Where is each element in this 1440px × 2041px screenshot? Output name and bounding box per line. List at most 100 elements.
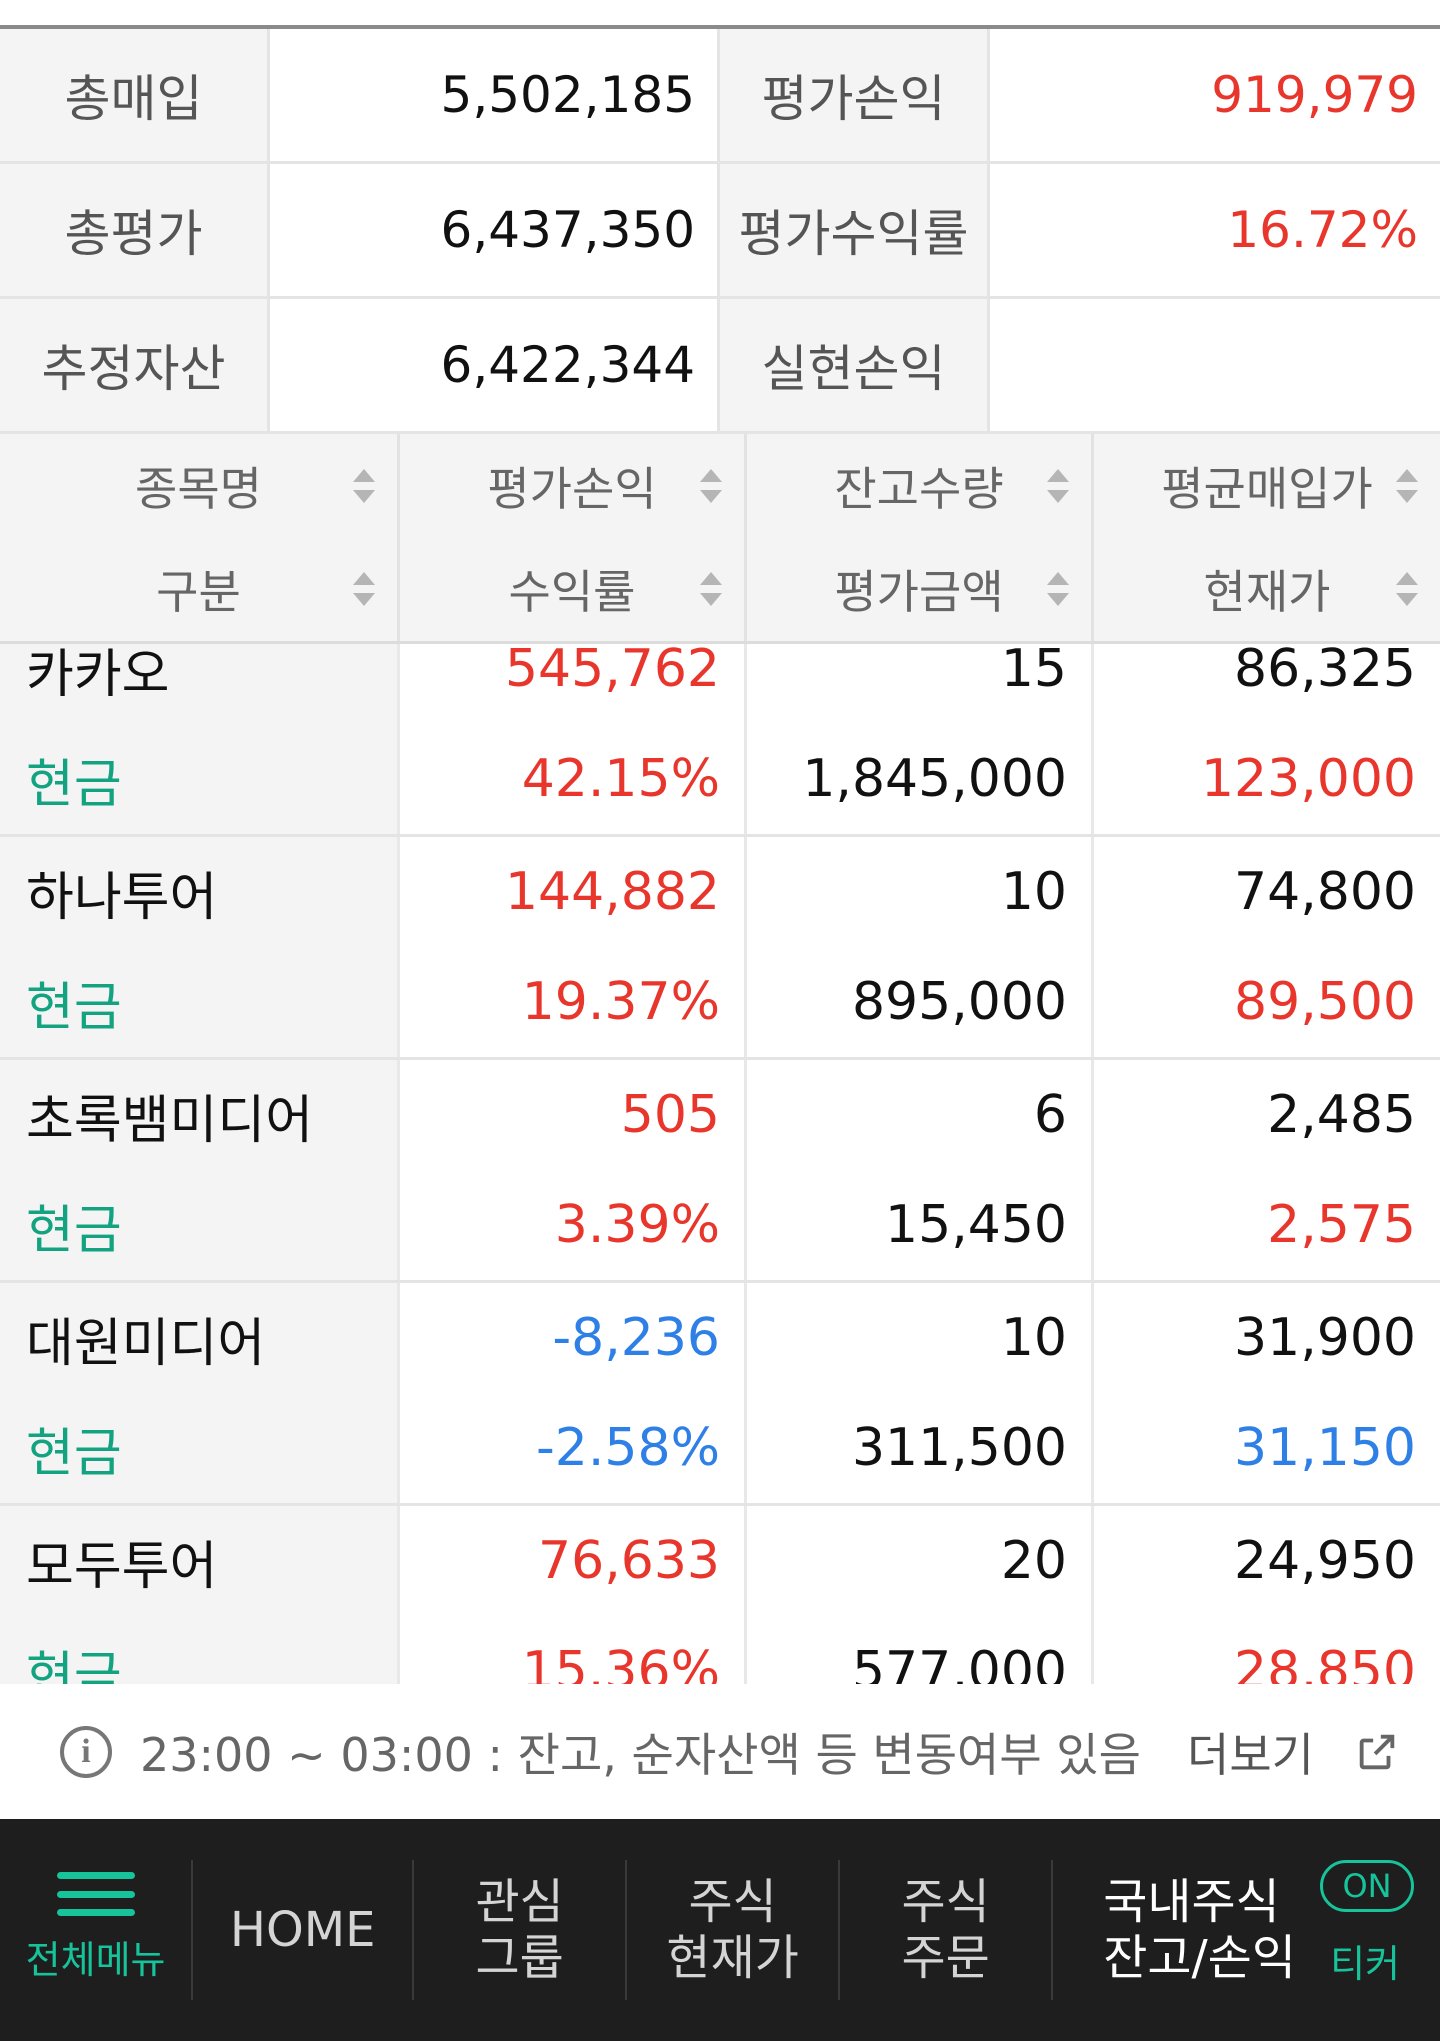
sort-header-stock-name[interactable]: 종목명 <box>0 434 397 538</box>
nav-watch-group[interactable]: 관심 그룹 <box>414 1860 628 2000</box>
ticker-label: 티커 <box>1330 1942 1401 1986</box>
stock-name: 모두투어 <box>26 1536 218 1597</box>
summary-row-purchase: 총매입 5,502,185 평가손익 919,979 <box>0 29 1440 164</box>
sort-icon <box>1396 468 1418 503</box>
account-type: 현금 <box>26 1200 122 1261</box>
nav-all-menu[interactable]: 전체메뉴 <box>0 1860 194 2000</box>
estimated-assets-value: 6,422,344 <box>270 299 720 431</box>
nav-label-line1: 국내주식 <box>1103 1874 1280 1930</box>
nav-home[interactable]: HOME <box>193 1860 415 2000</box>
account-summary: 총매입 5,502,185 평가손익 919,979 총평가 6,437,350… <box>0 29 1440 434</box>
avg-price: 31,900 <box>1234 1308 1416 1368</box>
total-eval-value: 6,437,350 <box>270 164 720 296</box>
nav-label-line1: 주식 <box>901 1874 990 1930</box>
header-label: 평가손익 <box>487 461 657 516</box>
quantity: 10 <box>1000 862 1067 922</box>
stock-name: 하나투어 <box>26 867 218 928</box>
return-rate: 42.15% <box>521 749 720 809</box>
nav-stock-order[interactable]: 주식 주문 <box>840 1860 1054 2000</box>
account-type: 현금 <box>26 754 122 815</box>
notice-bar: i 23:00 ~ 03:00 : 잔고, 순자산액 등 변동여부 있음 더보기 <box>0 1684 1440 1819</box>
estimated-assets-label: 추정자산 <box>0 299 270 431</box>
sort-icon <box>700 572 722 607</box>
header-label: 종목명 <box>135 461 262 516</box>
avg-price: 2,485 <box>1267 1085 1416 1145</box>
hamburger-icon <box>56 1872 135 1916</box>
avg-price: 24,950 <box>1234 1531 1416 1591</box>
bottom-navigation: 전체메뉴 HOME 관심 그룹 주식 현재가 주식 주문 국내주식 잔고/손익 … <box>0 1819 1440 2041</box>
sort-header-return-rate[interactable]: 수익률 <box>400 538 744 642</box>
nav-domestic-balance[interactable]: 국내주식 잔고/손익 ON 티커 <box>1053 1860 1440 2000</box>
eval-pl-label: 평가손익 <box>720 29 990 161</box>
sort-icon <box>353 572 375 607</box>
account-type: 현금 <box>26 1646 122 1685</box>
header-col-name: 종목명 구분 <box>0 434 400 641</box>
sort-header-avg-price[interactable]: 평균매입가 <box>1094 434 1440 538</box>
nav-label-line2: 그룹 <box>475 1930 564 1986</box>
notice-text: 23:00 ~ 03:00 : 잔고, 순자산액 등 변동여부 있음 <box>140 1727 1141 1782</box>
realized-pl-label: 실현손익 <box>720 299 990 431</box>
return-rate: 3.39% <box>554 1195 720 1255</box>
nav-menu-label: 전체메뉴 <box>25 1938 166 1982</box>
table-row[interactable]: 하나투어 현금 144,882 19.37% 10 895,000 74,800… <box>0 837 1440 1060</box>
eval-amount: 311,500 <box>851 1418 1067 1478</box>
sort-header-type[interactable]: 구분 <box>0 538 397 642</box>
table-row[interactable]: 카카오 현금 545,762 42.15% 15 1,845,000 86,32… <box>0 644 1440 837</box>
eval-amount: 15,450 <box>885 1195 1067 1255</box>
holdings-table-body[interactable]: 카카오 현금 545,762 42.15% 15 1,845,000 86,32… <box>0 644 1440 1684</box>
table-row[interactable]: 초록뱀미디어 현금 505 3.39% 6 15,450 2,485 2,575 <box>0 1060 1440 1283</box>
return-rate: 15.36% <box>521 1641 720 1684</box>
eval-pl: -8,236 <box>552 1308 720 1368</box>
nav-label-line1: 주식 <box>688 1874 777 1930</box>
stock-name: 대원미디어 <box>26 1313 266 1374</box>
eval-pl: 505 <box>620 1085 720 1145</box>
more-button[interactable]: 더보기 <box>1187 1719 1400 1785</box>
eval-pl: 76,633 <box>538 1531 720 1591</box>
table-row[interactable]: 모두투어 현금 76,633 15.36% 20 577,000 24,950 … <box>0 1506 1440 1684</box>
table-row[interactable]: 대원미디어 현금 -8,236 -2.58% 10 311,500 31,900… <box>0 1283 1440 1506</box>
stock-name: 카카오 <box>26 644 170 705</box>
header-label: 수익률 <box>508 565 636 620</box>
current-price: 89,500 <box>1234 972 1416 1032</box>
sort-icon <box>353 468 375 503</box>
eval-return-value: 16.72% <box>1227 201 1418 259</box>
avg-price: 86,325 <box>1234 644 1416 699</box>
nav-stock-price[interactable]: 주식 현재가 <box>627 1860 841 2000</box>
stock-name: 초록뱀미디어 <box>26 1090 314 1151</box>
current-price: 28,850 <box>1234 1641 1416 1684</box>
nav-label-line2: 주문 <box>901 1930 990 1986</box>
ticker-toggle[interactable]: ON <box>1320 1860 1415 1912</box>
eval-amount: 895,000 <box>851 972 1067 1032</box>
eval-amount: 577,000 <box>851 1641 1067 1684</box>
sort-icon <box>1047 572 1069 607</box>
eval-amount: 1,845,000 <box>802 749 1067 809</box>
account-type: 현금 <box>26 1423 122 1484</box>
current-price: 123,000 <box>1200 749 1416 809</box>
header-col-pl: 평가손익 수익률 <box>400 434 747 641</box>
sort-header-quantity[interactable]: 잔고수량 <box>747 434 1091 538</box>
nav-label-line2: 현재가 <box>666 1930 799 1986</box>
header-label: 잔고수량 <box>834 461 1004 516</box>
external-link-icon <box>1359 1734 1395 1769</box>
avg-price: 74,800 <box>1234 862 1416 922</box>
eval-pl-value: 919,979 <box>1211 66 1418 124</box>
return-rate: 19.37% <box>521 972 720 1032</box>
sort-icon <box>700 468 722 503</box>
return-rate: -2.58% <box>536 1418 720 1478</box>
sort-icon <box>1047 468 1069 503</box>
eval-return-label: 평가수익률 <box>720 164 990 296</box>
sort-icon <box>1396 572 1418 607</box>
quantity: 15 <box>1000 644 1067 699</box>
header-label: 평균매입가 <box>1161 461 1373 516</box>
header-label: 평가금액 <box>834 565 1004 620</box>
current-price: 2,575 <box>1267 1195 1416 1255</box>
eval-pl: 545,762 <box>504 644 720 699</box>
quantity: 20 <box>1000 1531 1067 1591</box>
sort-header-eval-amount[interactable]: 평가금액 <box>747 538 1091 642</box>
header-col-price: 평균매입가 현재가 <box>1094 434 1440 641</box>
header-col-qty: 잔고수량 평가금액 <box>747 434 1094 641</box>
sort-header-current-price[interactable]: 현재가 <box>1094 538 1440 642</box>
sort-header-eval-pl[interactable]: 평가손익 <box>400 434 744 538</box>
quantity: 6 <box>1033 1085 1067 1145</box>
nav-label-line2: 잔고/손익 <box>1103 1930 1296 1986</box>
